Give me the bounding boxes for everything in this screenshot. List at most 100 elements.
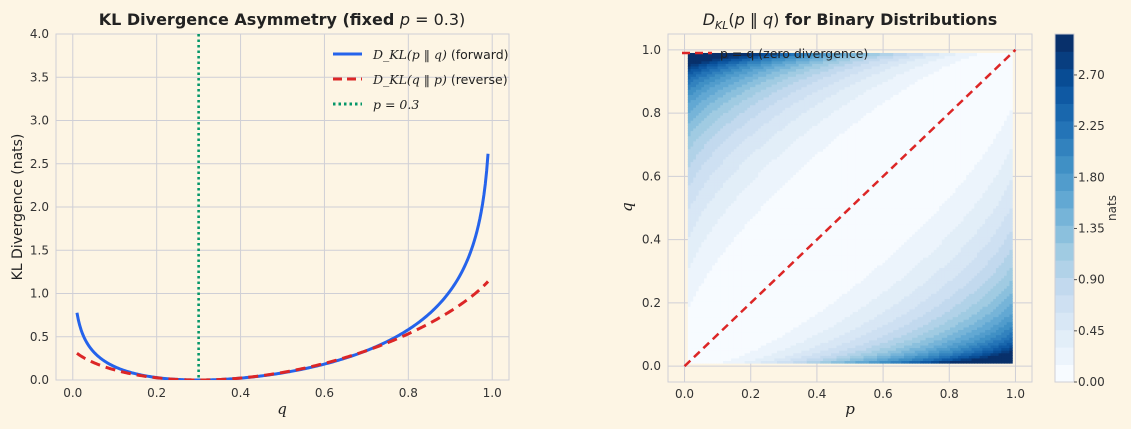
heat-cell	[782, 275, 786, 279]
heat-cell	[704, 280, 708, 284]
heat-cell	[768, 130, 773, 134]
heat-cell	[690, 125, 694, 129]
heat-cell	[714, 205, 719, 209]
heat-cell	[785, 171, 789, 176]
heat-cell	[733, 272, 738, 276]
heat-cell	[733, 200, 738, 204]
heat-cell	[777, 259, 781, 263]
heat-cell	[750, 195, 754, 199]
heat-cell	[687, 109, 692, 113]
heat-cell	[709, 334, 713, 338]
heat-cell	[704, 321, 708, 325]
heat-cell	[698, 138, 702, 142]
heat-cell	[779, 179, 784, 183]
heat-cell	[774, 94, 778, 98]
heat-cell	[782, 107, 786, 111]
heat-cell	[733, 71, 738, 75]
heat-cell	[777, 138, 781, 142]
heat-cell	[795, 298, 800, 302]
heat-cell	[744, 182, 748, 186]
heat-cell	[768, 114, 773, 119]
heat-cell	[766, 231, 770, 235]
heat-cell	[744, 277, 748, 281]
heat-cell	[785, 78, 789, 82]
heat-cell	[725, 319, 729, 323]
heat-cell	[741, 303, 746, 307]
heat-cell	[744, 303, 748, 307]
heat-cell	[714, 122, 719, 126]
heat-cell	[774, 200, 778, 204]
heat-cell	[790, 179, 794, 183]
heat-cell	[752, 156, 757, 160]
heat-cell	[752, 177, 757, 181]
heat-cell	[690, 189, 694, 194]
heat-cell	[739, 174, 743, 178]
heat-cell	[701, 148, 705, 152]
heat-cell	[771, 145, 775, 150]
heat-cell	[768, 174, 773, 178]
heat-cell	[790, 319, 794, 323]
heat-cell	[782, 220, 786, 225]
heat-cell	[736, 262, 740, 266]
heat-cell	[782, 329, 786, 333]
heat-cell	[782, 104, 786, 108]
heat-cell	[744, 52, 748, 57]
heat-cell	[758, 259, 762, 263]
heat-cell	[768, 158, 773, 163]
heat-cell	[768, 65, 773, 70]
heat-cell	[750, 120, 754, 124]
heat-cell	[720, 89, 724, 93]
heat-cell	[779, 58, 784, 62]
heat-cell	[701, 182, 705, 186]
heat-cell	[733, 138, 738, 142]
heat-cell	[736, 104, 740, 108]
heat-cell	[717, 153, 721, 157]
heat-cell	[704, 83, 708, 88]
heat-cell	[777, 135, 781, 139]
heat-cell	[714, 158, 719, 163]
heat-cell	[750, 208, 754, 212]
heat-cell	[695, 282, 700, 287]
heat-cell	[785, 231, 789, 235]
heat-cell	[712, 122, 716, 126]
heat-cell	[766, 99, 770, 103]
heat-cell	[698, 249, 702, 253]
heat-cell	[795, 109, 800, 113]
heat-cell	[704, 200, 708, 204]
heat-cell	[768, 208, 773, 212]
heat-cell	[712, 151, 716, 155]
heat-cell	[720, 127, 724, 132]
heat-cell	[706, 277, 711, 281]
heat-cell	[712, 316, 716, 320]
heat-cell	[771, 337, 775, 341]
heat-cell	[698, 63, 702, 67]
heat-cell	[793, 184, 797, 188]
heat-cell	[779, 301, 784, 305]
heat-cell	[763, 202, 767, 207]
heat-cell	[720, 347, 724, 351]
heat-cell	[731, 293, 735, 297]
heat-cell	[695, 153, 700, 157]
heat-cell	[712, 96, 716, 101]
heat-cell	[763, 223, 767, 227]
heat-cell	[709, 63, 713, 67]
heat-cell	[763, 313, 767, 318]
heat-cell	[774, 295, 778, 300]
heat-cell	[760, 233, 765, 238]
heat-cell	[695, 187, 700, 191]
heat-cell	[787, 210, 792, 214]
heat-cell	[690, 357, 694, 362]
heat-cell	[736, 360, 740, 364]
heat-cell	[717, 246, 721, 250]
heat-cell	[747, 138, 751, 142]
heat-cell	[709, 91, 713, 95]
heat-cell	[750, 86, 754, 90]
heat-cell	[782, 192, 786, 196]
heat-cell	[731, 246, 735, 250]
heat-cell	[793, 249, 797, 253]
heat-cell	[720, 262, 724, 266]
heat-cell	[758, 301, 762, 305]
heat-cell	[747, 171, 751, 176]
heat-cell	[766, 226, 770, 230]
heat-cell	[720, 102, 724, 106]
